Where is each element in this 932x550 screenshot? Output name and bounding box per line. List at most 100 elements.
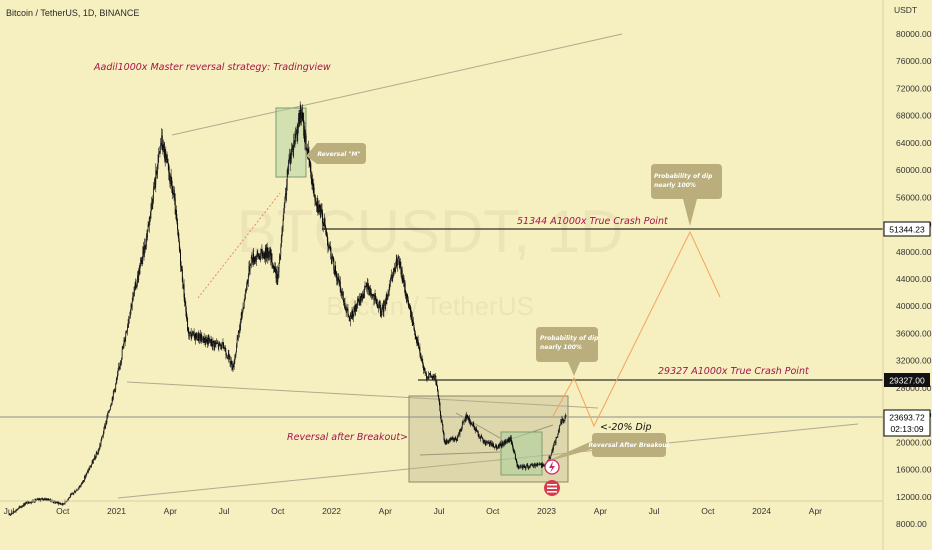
candle-body [501, 445, 503, 447]
candle-body [325, 228, 327, 233]
candle-body [511, 442, 513, 443]
candle-body [390, 277, 392, 279]
candle-body [407, 294, 408, 298]
candle-body [153, 187, 155, 189]
candle-body [13, 511, 15, 513]
candle-body [520, 466, 522, 468]
candle-body [483, 440, 484, 443]
prob-dip-note-upper[interactable]: Probability of dip nearly 100% [651, 164, 722, 226]
lightning-icon[interactable] [544, 459, 560, 475]
candle-body [190, 332, 192, 338]
candle-body [428, 374, 430, 375]
candle-body [56, 501, 58, 503]
candle-body [184, 297, 186, 303]
candle-body [171, 185, 173, 193]
candle-body [386, 294, 388, 301]
price-axis[interactable]: USDT 80000.00 76000.00 72000.00 68000.00 640… [882, 0, 932, 550]
candle-body [274, 266, 276, 273]
candle-body [326, 234, 328, 242]
crash-point-29327-label: 29327 A1000x True Crash Point [658, 366, 810, 377]
candle-body [397, 257, 399, 259]
annotations: Aadil1000x Master reversal strategy: Tra… [93, 62, 810, 443]
watermark-main: BTCUSDT, 1D [237, 198, 624, 265]
candle-body [323, 218, 325, 226]
candle-body [242, 306, 244, 312]
candle-body [105, 423, 107, 428]
candle-body [493, 444, 494, 448]
reversal-m-note-text: Reversal "M" [317, 151, 360, 158]
candle-body [26, 500, 28, 504]
candle-body [335, 274, 337, 275]
candle-body [353, 307, 355, 312]
candle-body [23, 503, 25, 507]
candle-body [179, 249, 181, 252]
candle-body [308, 148, 309, 153]
candle-body [404, 283, 406, 294]
candle-body [185, 311, 187, 318]
candle-body [467, 417, 469, 420]
candle-body [450, 438, 452, 440]
candle-body [62, 503, 64, 505]
candle-body [194, 333, 196, 341]
prob-dip-note-lower[interactable]: Probability of dip nearly 100% [536, 327, 599, 376]
candle-body [178, 233, 180, 242]
candle-body [187, 330, 189, 332]
candle-body [349, 317, 351, 322]
candle-body [371, 293, 372, 296]
candle-body [124, 338, 126, 343]
candle-body [278, 263, 280, 273]
time-axis[interactable]: Jul Oct 2021 Apr Jul Oct 2022 Apr Jul Oct 2023 Apr J… [0, 500, 883, 516]
candle-body [92, 461, 94, 464]
candle-body [247, 275, 249, 283]
candle-body [543, 465, 545, 466]
note-callouts: Reversal "M" Probability of dip nearly 1… [306, 143, 722, 463]
candle-body [109, 406, 111, 410]
candle-body [542, 465, 544, 467]
candle-body [395, 259, 397, 267]
candle-body [293, 141, 295, 150]
candle-body [89, 466, 91, 470]
reversal-after-breakout-note[interactable]: Reversal After Breakout [543, 433, 671, 463]
candle-body [257, 251, 259, 254]
candle-body [306, 148, 308, 151]
candle-body [200, 335, 202, 341]
candle-body [196, 332, 197, 339]
reversal-m-note[interactable]: Reversal "M" [306, 143, 366, 164]
flag-icon[interactable] [544, 480, 560, 496]
channel-line-inner [419, 451, 501, 456]
candle-body [233, 363, 235, 367]
candle-body [385, 294, 387, 302]
candle-body [270, 253, 272, 260]
y-tick-label: 8000.00 [896, 519, 927, 529]
candle-body [398, 257, 400, 259]
candle-body [230, 361, 232, 364]
candle-body [417, 339, 419, 346]
candle-body [431, 376, 433, 377]
candle-body [372, 294, 374, 296]
candle-body [38, 498, 40, 501]
candle-body [159, 146, 161, 152]
candle-body [83, 480, 85, 482]
candle-body [154, 178, 156, 188]
candle-body [176, 218, 178, 224]
candle-body [403, 277, 405, 287]
candle-body [217, 343, 219, 345]
candle-body [157, 154, 159, 165]
candle-body [563, 419, 565, 421]
candle-body [506, 442, 507, 444]
candle-body [257, 253, 259, 257]
candle-body [557, 433, 559, 438]
candle-body [405, 293, 407, 299]
candle-body [369, 288, 371, 293]
candle-body [145, 246, 147, 249]
candle-body [112, 397, 114, 399]
candle-body [415, 337, 417, 339]
candle-body [507, 438, 509, 441]
candle-body [203, 336, 205, 343]
candle-body [357, 299, 359, 301]
candle-body [231, 361, 233, 368]
candle-body [348, 316, 350, 318]
candle-body [422, 364, 424, 370]
